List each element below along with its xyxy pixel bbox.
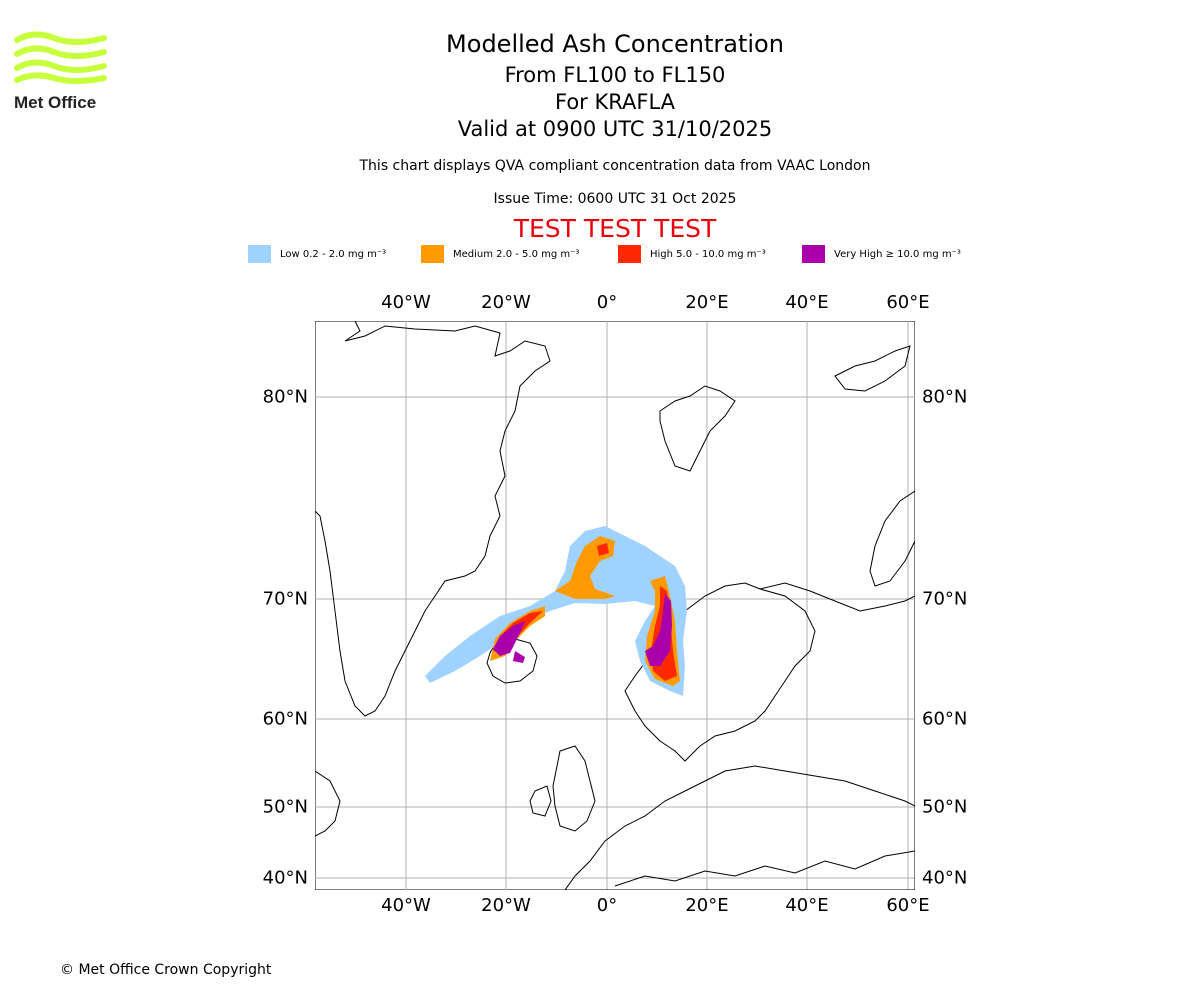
legend-swatch-low: [248, 245, 271, 263]
lat-label-left-80n: 80°N: [262, 386, 308, 408]
legend-item-high: High 5.0 - 10.0 mg m⁻³: [618, 245, 766, 263]
lat-label-left-70n: 70°N: [262, 588, 308, 610]
canada-coast: [314, 770, 341, 837]
lat-label-right-70n: 70°N: [922, 588, 968, 610]
novaya-zemlya-coast: [869, 490, 916, 587]
ash-plume-low: [425, 526, 687, 696]
lon-label-top-20e: 20°E: [685, 292, 729, 313]
issue-time: Issue Time: 0600 UTC 31 Oct 2025: [493, 191, 737, 207]
legend-item-low: Low 0.2 - 2.0 mg m⁻³: [248, 245, 386, 263]
valid-time: Valid at 0900 UTC 31/10/2025: [457, 117, 773, 141]
lat-label-right-50n: 50°N: [922, 796, 968, 818]
lat-label-left-60n: 60°N: [262, 708, 308, 730]
russia-north-coast: [759, 582, 916, 612]
legend-label-medium: Medium 2.0 - 5.0 mg m⁻³: [453, 248, 580, 260]
flight-level-range: From FL100 to FL150: [504, 63, 726, 87]
lon-label-bottom-0: 0°: [596, 895, 618, 916]
copyright-notice: © Met Office Crown Copyright: [60, 962, 272, 978]
chart-subtitle: This chart displays QVA compliant concen…: [359, 158, 871, 174]
lat-label-right-40n: 40°N: [922, 867, 968, 889]
britain-coast: [552, 745, 596, 832]
lon-label-top-40e: 40°E: [785, 292, 829, 313]
ash-concentration-map: [314, 320, 916, 894]
ash-plume-high: [493, 543, 677, 681]
met-office-logo: Met Office: [14, 30, 109, 119]
lon-label-top-20w: 20°W: [481, 292, 531, 313]
franz-josef-coast: [834, 345, 911, 392]
legend-label-high: High 5.0 - 10.0 mg m⁻³: [650, 248, 766, 260]
svalbard-coast: [659, 385, 736, 472]
legend-item-very-high: Very High ≥ 10.0 mg m⁻³: [802, 245, 961, 263]
ash-plume-very-high: [493, 593, 672, 666]
greenland-coast: [314, 320, 551, 717]
lat-label-right-80n: 80°N: [922, 386, 968, 408]
lon-label-bottom-40w: 40°W: [381, 895, 431, 916]
legend-swatch-medium: [421, 245, 444, 263]
lon-label-bottom-20w: 20°W: [481, 895, 531, 916]
lon-label-bottom-60e: 60°E: [886, 895, 930, 916]
lon-label-top-60e: 60°E: [886, 292, 930, 313]
legend-item-medium: Medium 2.0 - 5.0 mg m⁻³: [421, 245, 579, 263]
chart-title: Modelled Ash Concentration: [446, 30, 784, 58]
ash-plume: [425, 526, 687, 696]
svg-text:Met Office: Met Office: [14, 93, 96, 112]
volcano-name: For KRAFLA: [555, 90, 675, 114]
lat-label-right-60n: 60°N: [922, 708, 968, 730]
lon-label-bottom-20e: 20°E: [685, 895, 729, 916]
test-banner: TEST TEST TEST: [513, 214, 717, 243]
legend-swatch-high: [618, 245, 641, 263]
lon-label-bottom-40e: 40°E: [785, 895, 829, 916]
lon-label-top-40w: 40°W: [381, 292, 431, 313]
lon-label-top-0: 0°: [596, 292, 618, 313]
mediterranean-coast: [614, 850, 916, 887]
ireland-coast: [529, 785, 552, 817]
legend-label-low: Low 0.2 - 2.0 mg m⁻³: [280, 248, 387, 260]
lat-label-left-50n: 50°N: [262, 796, 308, 818]
lat-label-left-40n: 40°N: [262, 867, 308, 889]
legend-label-very-high: Very High ≥ 10.0 mg m⁻³: [834, 248, 961, 260]
scandinavia-coast: [624, 582, 816, 762]
legend-swatch-very-high: [802, 245, 825, 263]
